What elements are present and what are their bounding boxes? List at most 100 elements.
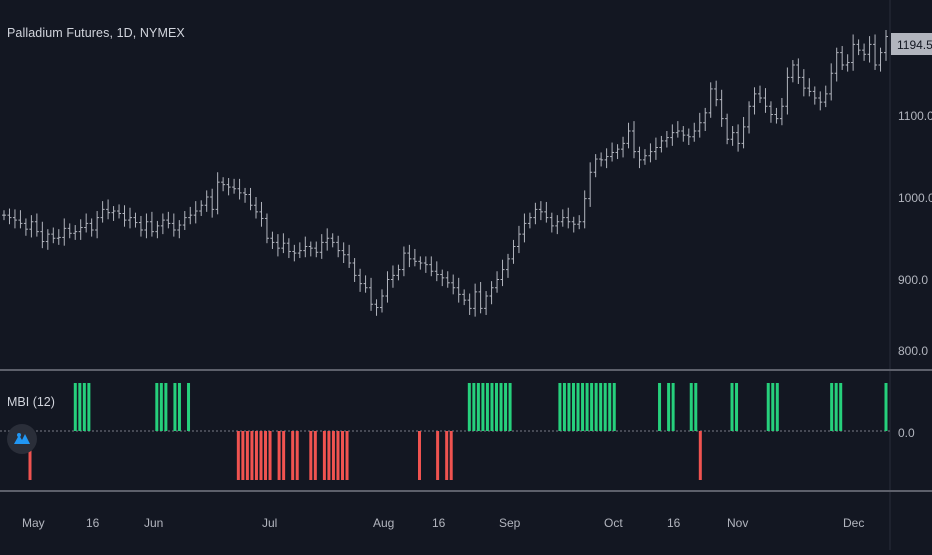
price-bar — [160, 213, 165, 235]
price-bar — [401, 246, 406, 277]
price-bar — [719, 89, 724, 127]
mbi-bar-negative — [282, 431, 286, 480]
mbi-bar-positive — [558, 383, 562, 431]
price-bar — [637, 146, 642, 169]
price-bar — [451, 274, 456, 295]
price-bar — [632, 121, 636, 159]
price-bar — [829, 63, 834, 101]
price-bar — [369, 277, 374, 311]
price-bar — [790, 60, 795, 83]
last-price-tag — [891, 33, 932, 55]
mbi-bar-positive — [671, 383, 675, 431]
price-bar — [292, 244, 297, 262]
mbi-bar-positive — [612, 383, 616, 431]
price-bar — [254, 197, 258, 219]
price-bar — [779, 98, 784, 126]
mbi-bar-negative — [341, 431, 345, 480]
mbi-bar-negative — [250, 431, 254, 480]
price-bar — [560, 209, 565, 227]
mbi-bar-negative — [327, 431, 331, 480]
mbi-bar-positive — [164, 383, 168, 431]
mbi-bar-positive — [567, 383, 571, 431]
price-bar — [500, 259, 505, 287]
price-bar — [582, 190, 587, 229]
price-bar — [199, 200, 204, 216]
price-bar — [670, 124, 675, 146]
time-axis-label: Nov — [727, 516, 748, 530]
mbi-bar-positive — [839, 383, 843, 431]
price-bar — [347, 244, 352, 268]
time-axis-label: Oct — [604, 516, 623, 530]
mbi-bar-positive — [603, 383, 607, 431]
price-bar — [308, 241, 313, 257]
price-bar — [610, 142, 615, 162]
mbi-histogram — [28, 383, 888, 480]
price-bar — [664, 131, 669, 148]
price-bar — [423, 256, 428, 273]
mbi-bar-positive — [884, 383, 888, 431]
price-bar — [248, 187, 253, 211]
mbi-bar-positive — [177, 383, 181, 431]
price-bar — [122, 205, 127, 227]
price-bar — [873, 34, 878, 70]
price-bar — [506, 253, 510, 278]
time-axis-label: 16 — [432, 516, 446, 530]
mbi-bar-positive — [73, 383, 77, 431]
mbi-bar-positive — [155, 383, 159, 431]
price-bar — [133, 212, 138, 228]
price-bar — [807, 78, 812, 97]
price-bar — [330, 233, 335, 248]
mbi-bar-positive — [775, 383, 779, 431]
tradingview-logo-icon[interactable] — [7, 424, 37, 454]
price-bar — [763, 88, 768, 113]
price-bar — [801, 69, 806, 97]
price-bar — [100, 201, 105, 223]
price-bar — [204, 190, 209, 212]
mbi-bar-positive — [830, 383, 834, 431]
mbi-bar-negative — [698, 431, 702, 480]
mbi-bar-positive — [581, 383, 585, 431]
time-axis-label: May — [22, 516, 45, 530]
mbi-bar-negative — [436, 431, 440, 480]
price-bar — [374, 299, 379, 316]
price-bar — [210, 188, 215, 218]
price-bar — [697, 112, 702, 138]
price-bar — [752, 87, 757, 115]
price-bar — [40, 221, 45, 249]
price-bar — [380, 289, 384, 313]
mbi-bar-positive — [476, 383, 480, 431]
price-bar — [747, 101, 752, 134]
price-bar — [571, 216, 576, 233]
mbi-bar-positive — [735, 383, 739, 431]
price-bar — [243, 187, 248, 203]
price-bar — [440, 269, 445, 287]
mbi-bar-negative — [336, 431, 340, 480]
price-bar — [7, 208, 12, 225]
time-axis-label: Jun — [144, 516, 163, 530]
mbi-bar-positive — [78, 383, 82, 431]
mbi-bar-positive — [766, 383, 770, 431]
price-bar — [78, 219, 83, 240]
mbi-bar-positive — [834, 383, 838, 431]
price-bar — [221, 177, 226, 192]
price-bar — [62, 218, 67, 246]
price-bar — [84, 213, 89, 233]
mbi-bar-positive — [562, 383, 566, 431]
symbol-title[interactable]: Palladium Futures, 1D, NYMEX — [7, 26, 185, 40]
price-bar — [396, 264, 401, 281]
price-bar — [434, 261, 439, 282]
price-bar — [182, 211, 187, 230]
price-bar — [95, 211, 100, 239]
mbi-bar-positive — [594, 383, 598, 431]
price-bar — [741, 116, 746, 149]
price-bar — [297, 242, 302, 259]
mbi-bar-negative — [268, 431, 272, 480]
indicator-label[interactable]: MBI (12) — [7, 395, 55, 409]
price-bar — [259, 201, 264, 227]
mbi-bar-positive — [667, 383, 671, 431]
price-bar — [725, 113, 730, 145]
mbi-bar-negative — [259, 431, 263, 480]
price-bar — [675, 121, 680, 138]
